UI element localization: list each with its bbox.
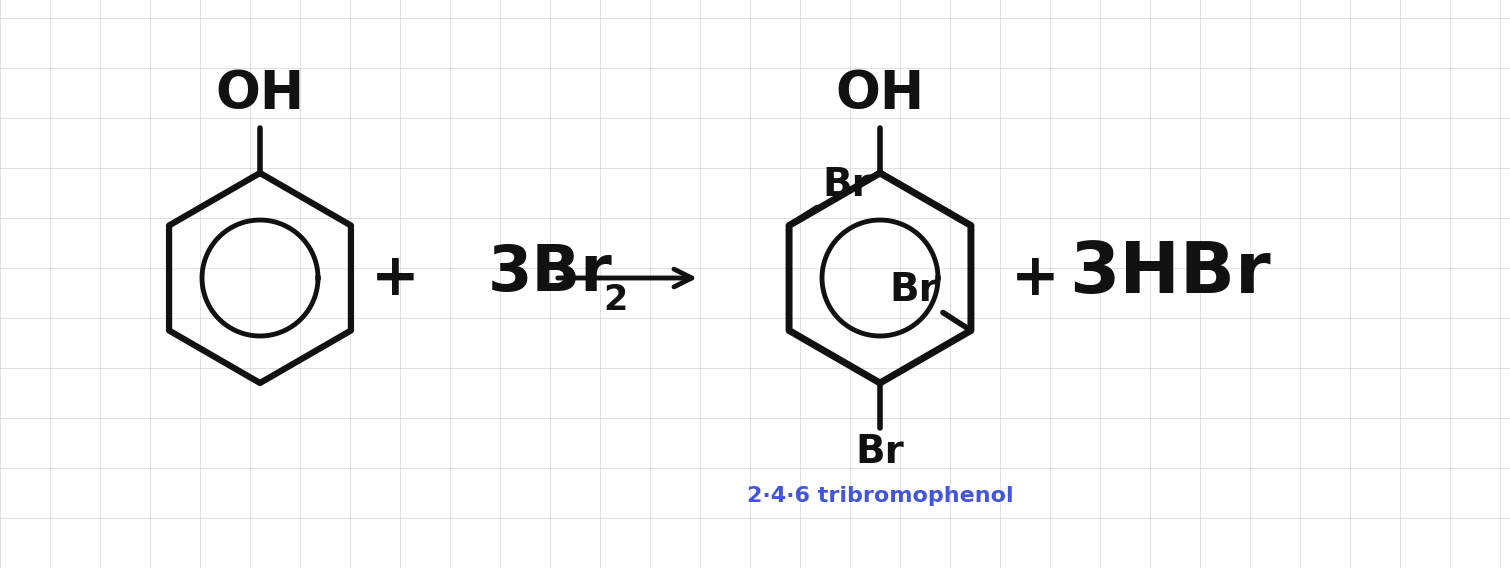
Text: Br: Br	[856, 433, 904, 471]
Text: Br: Br	[889, 270, 938, 308]
Text: 3Br: 3Br	[488, 242, 613, 304]
Text: 2·4·6 tribromophenol: 2·4·6 tribromophenol	[746, 486, 1013, 506]
Text: 2: 2	[602, 283, 627, 317]
Text: OH: OH	[835, 68, 924, 120]
Text: +: +	[370, 249, 420, 307]
Text: OH: OH	[216, 68, 305, 120]
Text: 3HBr: 3HBr	[1069, 239, 1271, 307]
Text: +: +	[1010, 249, 1060, 307]
Text: Br: Br	[821, 165, 871, 203]
